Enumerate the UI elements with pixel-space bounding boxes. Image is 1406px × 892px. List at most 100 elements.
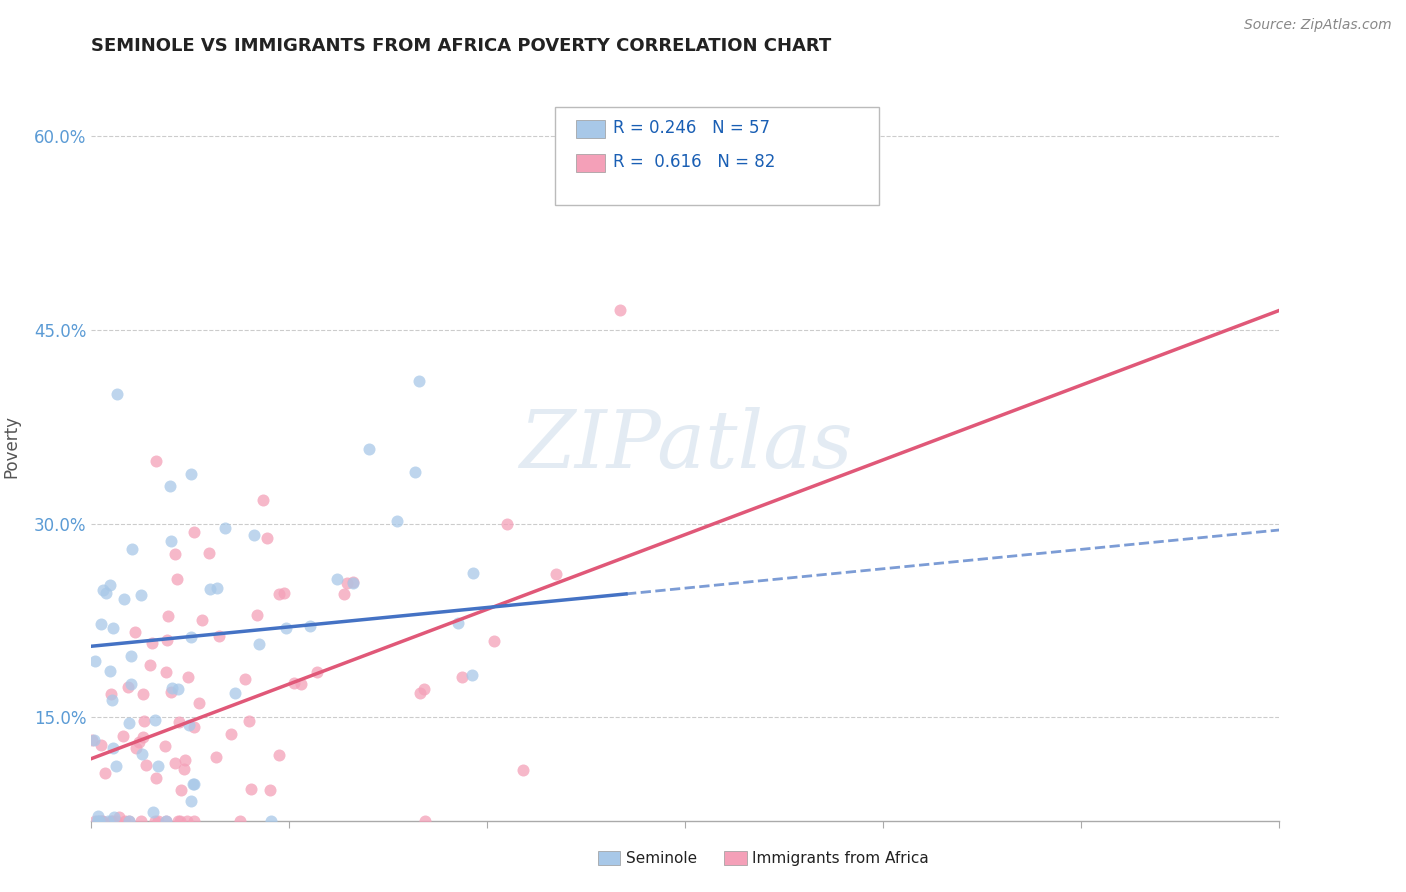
Point [87, 814, 110, 828]
Point [332, 587, 354, 601]
Point [163, 756, 186, 770]
Point [100, 693, 122, 707]
Point [461, 566, 484, 580]
Point [260, 814, 283, 828]
Point [259, 782, 281, 797]
Point [447, 615, 470, 630]
Point [274, 621, 297, 635]
Point [120, 677, 142, 691]
Point [325, 572, 347, 586]
Point [219, 727, 242, 741]
Point [247, 637, 270, 651]
Point [103, 809, 125, 823]
Point [174, 754, 197, 768]
Point [342, 576, 364, 591]
Point [100, 687, 122, 701]
Point [114, 814, 136, 828]
Point [155, 665, 177, 679]
Point [205, 581, 228, 595]
Point [100, 814, 122, 828]
Point [159, 479, 181, 493]
Point [183, 814, 205, 828]
Point [83, 733, 105, 747]
Text: ZIPatlas: ZIPatlas [519, 408, 852, 484]
Point [146, 814, 169, 828]
Point [177, 670, 200, 684]
Point [273, 586, 295, 600]
Point [173, 762, 195, 776]
Point [90, 814, 112, 828]
Point [183, 525, 205, 540]
Point [124, 624, 146, 639]
Point [166, 814, 188, 828]
Point [198, 546, 221, 560]
Point [307, 665, 329, 679]
Point [609, 303, 631, 318]
Point [120, 649, 142, 664]
Point [125, 741, 148, 756]
Point [183, 720, 205, 734]
Point [98, 578, 121, 592]
Point [342, 575, 364, 590]
Point [170, 783, 193, 797]
Point [143, 814, 166, 828]
Point [461, 667, 484, 681]
Point [243, 527, 266, 541]
Point [187, 696, 209, 710]
Y-axis label: Poverty: Poverty [3, 415, 20, 477]
Point [269, 748, 291, 763]
Point [105, 814, 128, 828]
Point [233, 673, 256, 687]
Point [90, 616, 112, 631]
Point [176, 814, 198, 828]
Point [166, 681, 188, 696]
Point [155, 814, 177, 828]
Point [94, 765, 117, 780]
Point [451, 670, 474, 684]
Point [129, 589, 152, 603]
Point [229, 814, 252, 828]
Point [205, 749, 228, 764]
Text: R = 0.246   N = 57: R = 0.246 N = 57 [613, 120, 770, 137]
Point [83, 814, 105, 828]
Point [142, 805, 165, 819]
Point [145, 454, 167, 468]
Point [87, 809, 110, 823]
Point [157, 608, 180, 623]
Point [131, 687, 153, 701]
Text: Source: ZipAtlas.com: Source: ZipAtlas.com [1244, 18, 1392, 32]
Point [145, 771, 167, 785]
Point [121, 541, 143, 556]
Point [180, 794, 202, 808]
Point [132, 714, 155, 728]
Point [143, 713, 166, 727]
Point [101, 814, 124, 828]
Point [224, 686, 246, 700]
Point [180, 467, 202, 481]
Point [155, 739, 177, 754]
Point [117, 680, 139, 694]
Text: Seminole: Seminole [626, 851, 697, 865]
Point [413, 814, 436, 828]
Point [163, 547, 186, 561]
Point [267, 587, 290, 601]
Point [166, 572, 188, 586]
Point [118, 814, 141, 828]
Point [181, 776, 204, 790]
Point [84, 654, 107, 668]
Point [80, 732, 103, 747]
Point [412, 682, 434, 697]
Point [183, 777, 205, 791]
Point [86, 814, 108, 828]
Point [91, 582, 114, 597]
Point [155, 814, 177, 828]
Point [131, 747, 153, 761]
Point [167, 715, 190, 730]
Text: Immigrants from Africa: Immigrants from Africa [752, 851, 929, 865]
Point [160, 685, 183, 699]
Point [482, 633, 505, 648]
Point [512, 763, 534, 777]
Point [290, 677, 312, 691]
Point [238, 714, 260, 728]
Point [131, 730, 153, 744]
